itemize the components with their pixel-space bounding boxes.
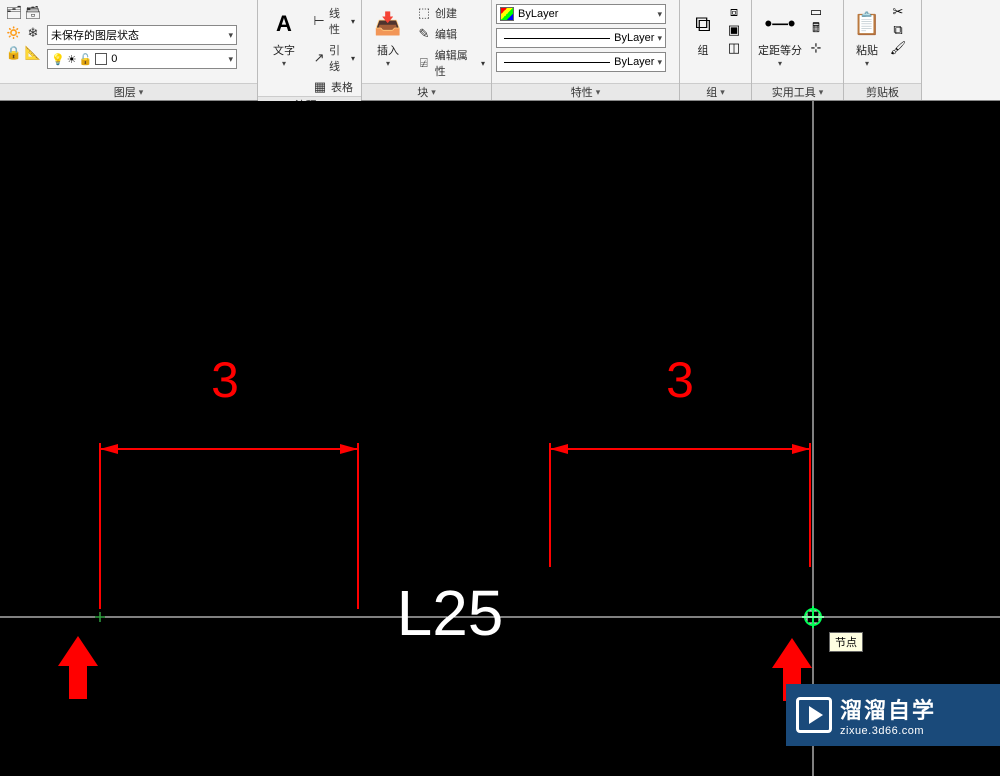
linear-dim-button[interactable]: ⊢ 线性▾: [310, 4, 357, 38]
chevron-down-icon: ▾: [225, 54, 233, 65]
drawing-svg: 3 3 L25: [0, 101, 1000, 776]
chevron-down-icon: ▾: [225, 30, 233, 41]
panel-clipboard: 📋 粘贴 ▾ ✂ ⧉ 🖌 剪贴板: [844, 0, 922, 100]
paste-icon: 📋: [850, 7, 884, 41]
svg-text:3: 3: [666, 352, 694, 408]
chevron-down-icon: ▾: [654, 57, 662, 68]
color-dropdown[interactable]: ByLayer ▾: [496, 4, 666, 24]
layer-lock-icon[interactable]: 🔒: [6, 45, 22, 61]
ribbon: 🗂 🗃 🔅 ❄ 🔒 📐 未保存的图层状态 ▾: [0, 0, 1000, 101]
paste-button[interactable]: 📋 粘贴 ▾: [848, 4, 886, 71]
panel-title-properties[interactable]: 特性▾: [492, 83, 679, 100]
block-create-button[interactable]: ⬚ 创建: [414, 4, 487, 22]
create-block-icon: ⬚: [416, 5, 432, 21]
layer-freeze-icon[interactable]: ❄: [25, 25, 41, 41]
leader-icon: ↗: [312, 50, 326, 66]
chevron-down-icon: ▾: [654, 33, 662, 44]
dimension-right: 3: [550, 352, 810, 567]
layer-state-value: 未保存的图层状态: [51, 27, 139, 43]
panel-annotate: A 文字 ▾ ⊢ 线性▾ ↗ 引线▾ ▦ 表格 注释▾: [258, 0, 362, 100]
ungroup-icon[interactable]: ⧈: [726, 4, 742, 20]
edit-block-icon: ✎: [416, 26, 432, 42]
watermark-url: zixue.3d66.com: [840, 725, 936, 737]
insert-icon: 📥: [371, 7, 405, 41]
block-edit-button[interactable]: ✎ 编辑: [414, 25, 487, 43]
util-selectall-icon[interactable]: ▭: [808, 4, 824, 20]
watermark: 溜溜自学 zixue.3d66.com: [786, 684, 1000, 746]
copy-icon[interactable]: ⧉: [890, 22, 906, 38]
panel-title-group[interactable]: 组▾: [680, 83, 751, 100]
lineweight-value: ByLayer: [614, 32, 654, 44]
panel-title-block[interactable]: 块▾: [362, 83, 491, 100]
layer-iso-icon[interactable]: 📐: [25, 45, 41, 61]
layer-off-icon[interactable]: 🔅: [6, 25, 22, 41]
layer-state-dropdown[interactable]: 未保存的图层状态 ▾: [47, 25, 237, 45]
insert-button[interactable]: 📥 插入 ▾: [366, 4, 410, 71]
text-button[interactable]: A 文字 ▾: [262, 4, 306, 71]
panel-util: •─• 定距等分 ▾ ▭ 🖩 ⊹ 实用工具▾: [752, 0, 844, 100]
annotation-arrow-left: [58, 636, 98, 699]
leader-button[interactable]: ↗ 引线▾: [310, 41, 357, 75]
group-button[interactable]: ⧉ 组: [684, 4, 722, 61]
center-text: L25: [397, 577, 504, 649]
panel-title-clipboard: 剪贴板: [844, 83, 921, 100]
dimension-left: 3: [100, 352, 358, 609]
layer-states-icon[interactable]: 🗃: [25, 5, 41, 21]
layer-props-icon[interactable]: 🗂: [6, 5, 22, 21]
group-edit-icon[interactable]: ▣: [726, 22, 742, 38]
lineweight-dropdown[interactable]: ByLayer ▾: [496, 28, 666, 48]
block-edit-attrs-button[interactable]: ⍯ 编辑属性▾: [414, 46, 487, 80]
cut-icon[interactable]: ✂: [890, 4, 906, 20]
left-node-marker: [95, 612, 105, 622]
snap-tooltip: 节点: [829, 632, 863, 652]
lock-icon: 🔓: [79, 53, 93, 66]
light-icon: 💡: [51, 53, 65, 66]
color-value: ByLayer: [518, 8, 558, 20]
sun-icon: ☀: [67, 53, 77, 66]
table-icon: ▦: [312, 79, 328, 95]
dim-linear-icon: ⊢: [312, 13, 326, 29]
measure-button[interactable]: •─• 定距等分 ▾: [756, 4, 804, 71]
panel-title-util[interactable]: 实用工具▾: [752, 83, 843, 100]
group-icon: ⧉: [686, 7, 720, 41]
util-calc-icon[interactable]: 🖩: [808, 22, 824, 38]
drawing-canvas[interactable]: 3 3 L25 节点: [0, 101, 1000, 776]
panel-properties: ByLayer ▾ ByLayer ▾ ByLayer ▾ 特性▾: [492, 0, 680, 100]
group-bbox-icon[interactable]: ◫: [726, 40, 742, 56]
panel-layer: 🗂 🗃 🔅 ❄ 🔒 📐 未保存的图层状态 ▾: [0, 0, 258, 100]
play-icon: [796, 697, 832, 733]
drawing-stage: 3 3 L25 节点 溜溜自学 zixue.3d66.com: [0, 101, 1000, 776]
cursor-crosshair: [0, 101, 1000, 776]
match-icon[interactable]: 🖌: [890, 40, 906, 56]
edit-attr-icon: ⍯: [416, 55, 432, 71]
chevron-down-icon: ▾: [654, 9, 662, 20]
linetype-preview: [504, 62, 610, 63]
divide-icon: •─•: [763, 7, 797, 41]
lineweight-preview: [504, 38, 610, 39]
current-layer-name: 0: [111, 53, 117, 65]
layer-plot-check: [95, 53, 107, 65]
panel-block: 📥 插入 ▾ ⬚ 创建 ✎ 编辑 ⍯ 编辑属性▾ 块▾: [362, 0, 492, 100]
table-button[interactable]: ▦ 表格: [310, 78, 357, 96]
linetype-value: ByLayer: [614, 56, 654, 68]
color-swatch: [500, 7, 514, 21]
panel-group: ⧉ 组 ⧈ ▣ ◫ 组▾: [680, 0, 752, 100]
watermark-title: 溜溜自学: [840, 693, 936, 725]
svg-text:3: 3: [211, 352, 239, 408]
current-layer-dropdown[interactable]: 💡 ☀ 🔓 0 ▾: [47, 49, 237, 69]
util-point-icon[interactable]: ⊹: [808, 40, 824, 56]
text-icon: A: [267, 7, 301, 41]
panel-title-layer[interactable]: 图层▾: [0, 83, 257, 100]
linetype-dropdown[interactable]: ByLayer ▾: [496, 52, 666, 72]
